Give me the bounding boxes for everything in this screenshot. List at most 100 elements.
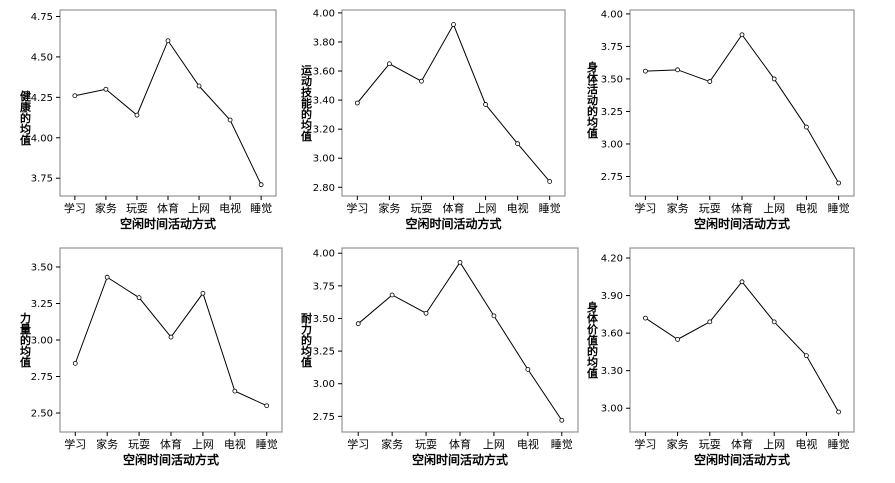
y-tick-label: 2.50: [31, 409, 53, 420]
data-point: [72, 93, 78, 99]
y-axis-label: 耐力的均值: [300, 311, 313, 368]
series-line: [645, 281, 840, 413]
data-point: [483, 102, 488, 107]
chart-panel-2: 2.80 3.00 3.20 3.40 3.60 3.80 4.00 学习 家务 玩耍 体育 上网 电视…: [300, 8, 566, 231]
y-tick-label: 2.75: [31, 372, 53, 383]
data-point: [804, 124, 809, 130]
data-point: [836, 180, 841, 186]
x-tick-label: 玩耍: [126, 202, 148, 215]
series-line: [645, 33, 840, 184]
x-tick-label: 体育: [731, 201, 753, 215]
x-tick-label: 上网: [483, 438, 505, 451]
x-tick-label: 玩耍: [699, 438, 721, 451]
x-tick-label: 上网: [188, 202, 210, 215]
y-axis-label: 力量的均值: [19, 311, 32, 368]
x-tick-label: 体育: [731, 437, 753, 451]
y-axis-label: 身体活动的均值: [586, 60, 599, 139]
plot-frame: [341, 9, 566, 197]
x-tick-label: 玩耍: [415, 438, 437, 451]
plot-frame: [629, 9, 855, 197]
y-tick-label: 3.75: [31, 174, 53, 185]
x-tick-label: 电视: [517, 437, 539, 451]
data-point: [804, 353, 809, 359]
data-point: [103, 86, 109, 92]
x-axis-label: 空闲时间活动方式: [405, 216, 501, 231]
x-tick-label: 家务: [96, 437, 118, 451]
data-point: [258, 182, 264, 188]
data-point: [547, 179, 553, 184]
y-tick-label: 4.20: [601, 254, 623, 265]
x-tick-label: 学习: [347, 437, 369, 451]
data-point: [104, 274, 110, 280]
y-tick-label: 2.75: [313, 412, 335, 423]
y-tick-label: 4.00: [313, 249, 335, 260]
x-tick-label: 上网: [763, 438, 785, 451]
data-point: [707, 79, 713, 84]
chart-panel-3: 2.75 3.00 3.25 3.50 3.75 4.00 学习 家务 玩耍 体育 上网 电视 睡觉空闲…: [586, 9, 855, 231]
x-tick-label: 睡觉: [256, 438, 278, 451]
x-tick-label: 家务: [381, 437, 403, 451]
x-tick-label: 体育: [443, 201, 465, 215]
data-point: [196, 83, 202, 89]
y-tick-label: 4.50: [31, 52, 53, 63]
y-tick-label: 2.80: [313, 183, 335, 194]
chart-panel-6: 3.00 3.30 3.60 3.90 4.20 学习 家务 玩耍 体育 上网 电视 睡觉空闲时间活动…: [586, 247, 855, 467]
y-axis-label: 身体价值的均值: [586, 300, 599, 379]
x-axis-label: 空闲时间活动方式: [120, 216, 216, 231]
y-tick-label: 3.90: [601, 291, 623, 302]
plot-frame: [629, 247, 855, 433]
data-point: [491, 313, 497, 319]
x-axis-label: 空闲时间活动方式: [694, 452, 790, 467]
y-tick-label: 3.50: [313, 314, 335, 325]
series-line: [74, 276, 267, 407]
plot-frame: [341, 247, 579, 433]
data-point: [836, 409, 841, 415]
x-axis-label: 空闲时间活动方式: [123, 452, 219, 467]
y-tick-label: 3.00: [313, 154, 335, 165]
data-point: [232, 388, 238, 394]
x-tick-label: 体育: [160, 437, 182, 451]
x-tick-label: 学习: [346, 201, 368, 215]
x-tick-label: 电视: [219, 201, 241, 215]
x-tick-label: 体育: [157, 201, 179, 215]
x-tick-label: 玩耍: [699, 202, 721, 215]
x-tick-label: 电视: [795, 201, 817, 215]
y-tick-label: 3.00: [313, 379, 335, 390]
x-tick-label: 玩耍: [128, 438, 150, 451]
data-point: [227, 117, 233, 123]
data-point: [72, 360, 78, 366]
data-point: [707, 319, 713, 325]
x-tick-label: 学习: [64, 437, 86, 451]
x-tick-label: 家务: [667, 201, 689, 215]
series-line: [356, 23, 551, 182]
y-tick-label: 4.75: [31, 12, 53, 23]
x-tick-label: 电视: [224, 437, 246, 451]
y-tick-label: 3.30: [601, 366, 623, 377]
x-tick-label: 家务: [667, 437, 689, 451]
x-tick-label: 学习: [634, 201, 656, 215]
data-point: [389, 292, 395, 298]
plot-frame: [59, 9, 277, 197]
x-tick-label: 体育: [449, 437, 471, 451]
y-tick-label: 3.75: [601, 42, 623, 53]
y-tick-label: 3.00: [31, 336, 53, 347]
data-point: [355, 321, 361, 327]
y-tick-label: 3.80: [313, 37, 335, 48]
y-axis-label: 运动技能的均值: [300, 64, 313, 142]
y-tick-label: 3.40: [313, 96, 335, 107]
data-point: [643, 68, 648, 74]
y-tick-label: 3.00: [601, 139, 623, 150]
x-tick-label: 上网: [763, 202, 785, 215]
y-tick-label: 4.00: [313, 8, 335, 19]
data-point: [168, 334, 174, 340]
x-axis-label: 空闲时间活动方式: [694, 216, 790, 231]
y-tick-label: 4.00: [601, 9, 623, 20]
y-tick-label: 3.50: [31, 262, 53, 273]
data-point: [419, 78, 424, 84]
y-tick-label: 3.25: [313, 347, 335, 358]
data-point: [739, 32, 745, 38]
series-line: [357, 261, 563, 421]
x-tick-label: 学习: [64, 201, 86, 215]
x-tick-label: 学习: [634, 437, 656, 451]
y-tick-label: 3.25: [31, 299, 53, 310]
